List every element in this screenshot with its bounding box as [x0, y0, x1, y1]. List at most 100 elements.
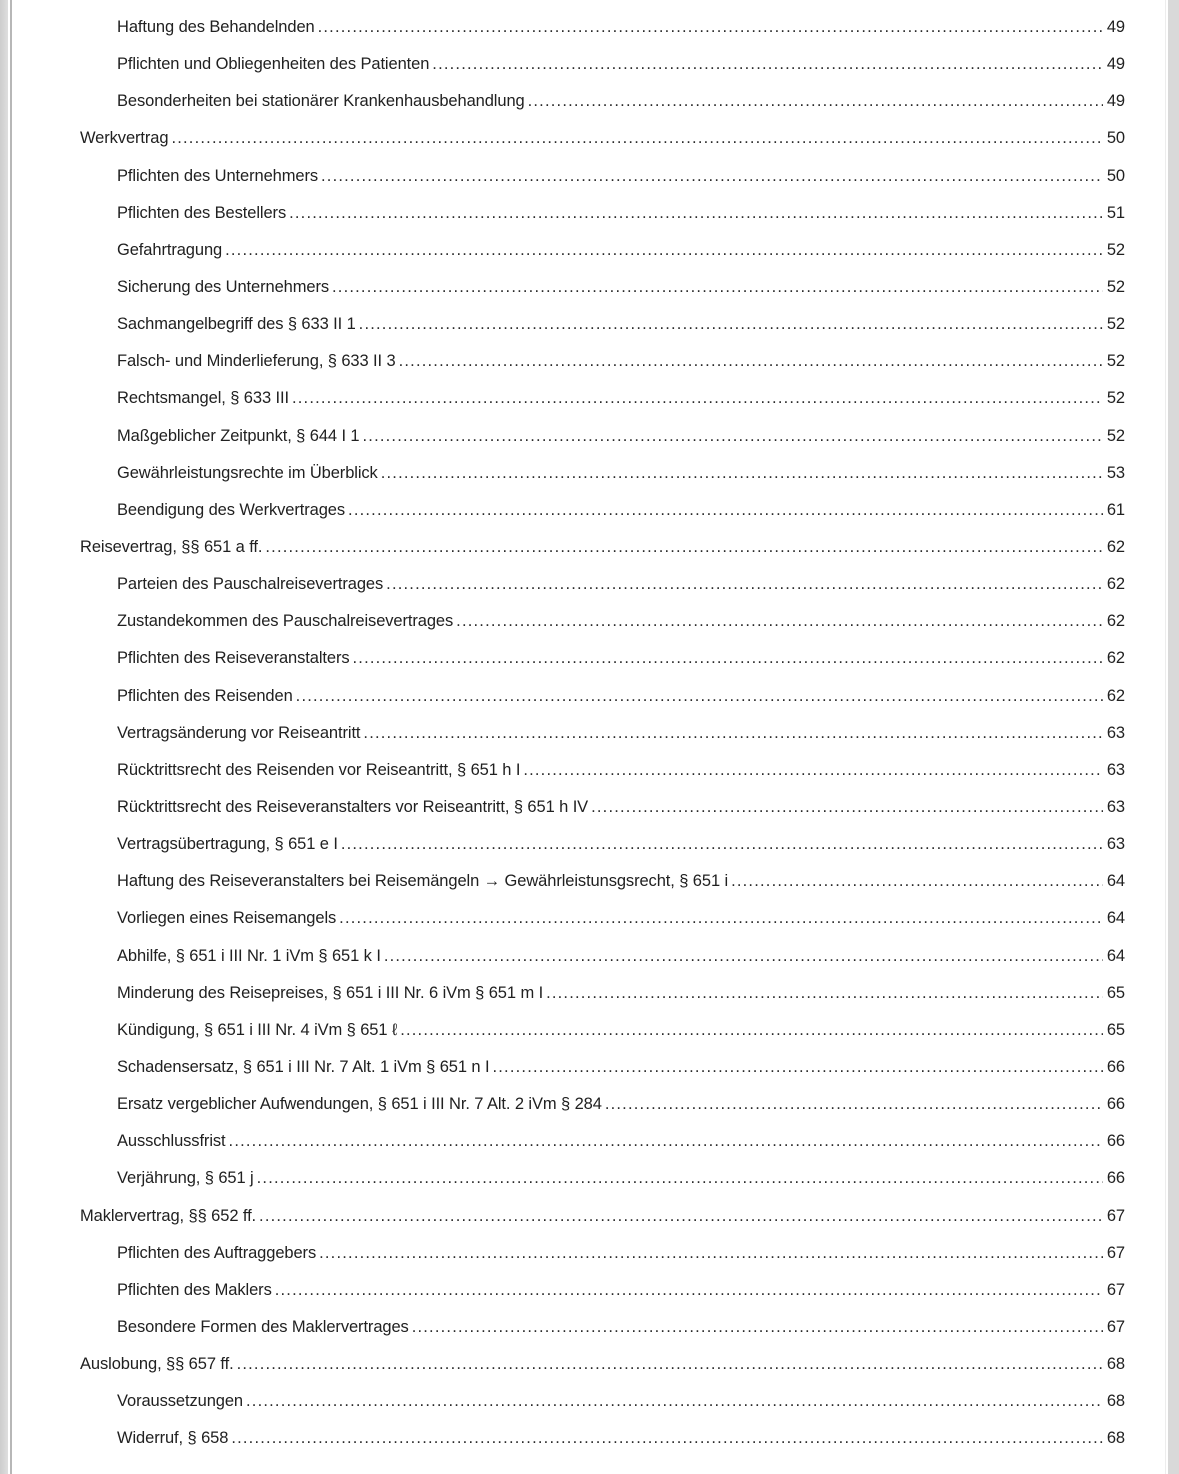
toc-entry-label: Kündigung, § 651 i III Nr. 4 iVm § 651 ℓ [117, 1020, 398, 1039]
toc-entry-page-number: 64 [1106, 946, 1125, 965]
dot-leader: ........................................… [383, 946, 1103, 965]
dot-leader: ........................................… [340, 835, 1103, 854]
toc-entry[interactable]: Pflichten des Unternehmers .............… [12, 158, 1165, 195]
toc-entry-page-number: 52 [1106, 277, 1125, 296]
toc-entry[interactable]: Auslobung, §§ 657 ff. ..................… [12, 1346, 1165, 1383]
toc-entry[interactable]: Verjährung, § 651 j ....................… [12, 1160, 1165, 1197]
toc-entry-page-number: 61 [1106, 500, 1125, 519]
toc-entry[interactable]: Maklervertrag, §§ 652 ff. ..............… [12, 1198, 1165, 1235]
toc-entry-page-number: 68 [1106, 1392, 1125, 1411]
toc-entry-page-number: 51 [1106, 203, 1125, 222]
toc-entry-label: Werkvertrag [80, 129, 169, 148]
toc-entry-label: Gewährleistungsrechte im Überblick [117, 463, 378, 482]
toc-entry-label: Pflichten des Unternehmers [117, 166, 318, 185]
toc-entry-label: Falsch- und Minderlieferung, § 633 II 3 [117, 352, 396, 371]
toc-entry[interactable]: Vorliegen eines Reisemangels ...........… [12, 900, 1165, 937]
dot-leader: ........................................… [332, 277, 1103, 296]
toc-entry-label: Vertragsänderung vor Reiseantritt [117, 723, 361, 742]
toc-entry-label: Haftung des Behandelnden [117, 18, 315, 36]
toc-entry-label: Gefahrtragung [117, 240, 223, 259]
toc-entry-page-number: 67 [1106, 1206, 1125, 1225]
toc-entry[interactable]: Beendigung des Werkvertrages ...........… [12, 492, 1165, 529]
toc-entry[interactable]: Maßgeblicher Zeitpunkt, § 644 I 1 ......… [12, 418, 1165, 455]
toc-entry[interactable]: Sachmangelbegriff des § 633 II 1 .......… [12, 306, 1165, 343]
toc-entry-page-number: 67 [1106, 1317, 1125, 1336]
dot-leader: ........................................… [228, 1132, 1103, 1151]
toc-entry-label: Voraussetzungen [117, 1392, 244, 1411]
toc-entry-label: Pflichten des Reisenden [117, 686, 293, 705]
dot-leader: ........................................… [432, 55, 1103, 74]
toc-entry[interactable]: Pflichten des Reisenden ................… [12, 678, 1165, 715]
dot-leader: ........................................… [523, 760, 1103, 779]
toc-entry-label: Auslobung, §§ 657 ff. [80, 1355, 234, 1374]
toc-entry-page-number: 63 [1106, 760, 1125, 779]
toc-entry-label: Haftung des Reiseveranstalters bei Reise… [117, 872, 729, 891]
dot-leader: ........................................… [358, 315, 1103, 334]
toc-entry[interactable]: Pflichten des Bestellers ...............… [12, 195, 1165, 232]
toc-entry[interactable]: Besondere Formen des Maklervertrages ...… [12, 1309, 1165, 1346]
dot-leader: ........................................… [265, 537, 1103, 556]
toc-entry-page-number: 62 [1106, 686, 1125, 705]
toc-entry[interactable]: Vertragsänderung vor Reiseantritt ......… [12, 715, 1165, 752]
toc-entry[interactable]: Pflichten und Obliegenheiten des Patient… [12, 46, 1165, 83]
toc-entry[interactable]: Haftung des Reiseveranstalters bei Reise… [12, 863, 1165, 900]
toc-entry-page-number: 63 [1106, 797, 1125, 816]
toc-entry[interactable]: Vertragsübertragung, § 651 e I .........… [12, 826, 1165, 863]
toc-entry[interactable]: Haftung des Behandelnden ...............… [12, 9, 1165, 46]
dot-leader: ........................................… [731, 872, 1103, 891]
toc-entry-page-number: 64 [1106, 872, 1125, 891]
dot-leader: ........................................… [363, 723, 1103, 742]
toc-entry[interactable]: Ausschlussfrist ........................… [12, 1123, 1165, 1160]
toc-entry-page-number: 66 [1106, 1169, 1125, 1188]
toc-entry-label: Ausschlussfrist [117, 1132, 226, 1151]
toc-entry-label: Rechtsmangel, § 633 III [117, 389, 289, 408]
toc-entry[interactable]: Ersatz vergeblicher Aufwendungen, § 651 … [12, 1086, 1165, 1123]
page-right-border [1165, 0, 1166, 1474]
right-scroll-gutter[interactable] [1168, 0, 1179, 1474]
toc-entry-page-number: 49 [1106, 92, 1125, 111]
dot-leader: ........................................… [362, 426, 1103, 445]
toc-entry-label: Maklervertrag, §§ 652 ff. [80, 1206, 257, 1225]
toc-entry[interactable]: Rücktrittsrecht des Reiseveranstalters v… [12, 789, 1165, 826]
toc-entry-label: Abhilfe, § 651 i III Nr. 1 iVm § 651 k I [117, 946, 381, 965]
toc-entry-label: Rücktrittsrecht des Reiseveranstalters v… [117, 797, 589, 816]
toc-entry[interactable]: Minderung des Reisepreises, § 651 i III … [12, 975, 1165, 1012]
dot-leader: ........................................… [236, 1355, 1103, 1374]
toc-entry-label: Parteien des Pauschalreisevertrages [117, 575, 384, 594]
dot-leader: ........................................… [546, 983, 1103, 1002]
toc-entry[interactable]: Voraussetzungen ........................… [12, 1383, 1165, 1420]
dot-leader: ........................................… [492, 1057, 1103, 1076]
table-of-contents: Haftung des Behandelnden ...............… [12, 9, 1165, 1457]
dot-leader: ........................................… [604, 1095, 1103, 1114]
toc-entry[interactable]: Pflichten des Reiseveranstalters .......… [12, 640, 1165, 677]
toc-entry[interactable]: Gefahrtragung ..........................… [12, 232, 1165, 269]
toc-entry-label: Vorliegen eines Reisemangels [117, 909, 337, 928]
toc-entry[interactable]: Abhilfe, § 651 i III Nr. 1 iVm § 651 k I… [12, 938, 1165, 975]
toc-entry-label: Sicherung des Unternehmers [117, 277, 330, 296]
toc-entry[interactable]: Falsch- und Minderlieferung, § 633 II 3 … [12, 343, 1165, 380]
toc-entry[interactable]: Werkvertrag ............................… [12, 120, 1165, 157]
toc-entry[interactable]: Gewährleistungsrechte im Überblick .....… [12, 455, 1165, 492]
toc-entry[interactable]: Sicherung des Unternehmers .............… [12, 269, 1165, 306]
toc-entry[interactable]: Widerruf, § 658 ........................… [12, 1420, 1165, 1457]
toc-entry-label: Besondere Formen des Maklervertrages [117, 1317, 409, 1336]
page-left-border [10, 0, 12, 1474]
dot-leader: ........................................… [380, 463, 1103, 482]
toc-entry[interactable]: Besonderheiten bei stationärer Krankenha… [12, 83, 1165, 120]
toc-entry[interactable]: Zustandekommen des Pauschalreisevertrage… [12, 603, 1165, 640]
toc-entry[interactable]: Parteien des Pauschalreisevertrages ....… [12, 566, 1165, 603]
toc-entry-page-number: 62 [1106, 575, 1125, 594]
toc-entry-page-number: 52 [1106, 389, 1125, 408]
toc-entry-label: Rücktrittsrecht des Reisenden vor Reisea… [117, 760, 521, 779]
toc-entry[interactable]: Pflichten des Maklers ..................… [12, 1272, 1165, 1309]
toc-entry-page-number: 49 [1106, 55, 1125, 74]
dot-leader: ........................................… [289, 203, 1103, 222]
toc-entry[interactable]: Rechtsmangel, § 633 III ................… [12, 380, 1165, 417]
toc-entry-page-number: 62 [1106, 537, 1125, 556]
toc-entry[interactable]: Rücktrittsrecht des Reisenden vor Reisea… [12, 752, 1165, 789]
dot-leader: ........................................… [295, 686, 1103, 705]
toc-entry[interactable]: Pflichten des Auftraggebers ............… [12, 1235, 1165, 1272]
toc-entry[interactable]: Schadensersatz, § 651 i III Nr. 7 Alt. 1… [12, 1049, 1165, 1086]
toc-entry[interactable]: Reisevertrag, §§ 651 a ff. .............… [12, 529, 1165, 566]
toc-entry[interactable]: Kündigung, § 651 i III Nr. 4 iVm § 651 ℓ… [12, 1012, 1165, 1049]
